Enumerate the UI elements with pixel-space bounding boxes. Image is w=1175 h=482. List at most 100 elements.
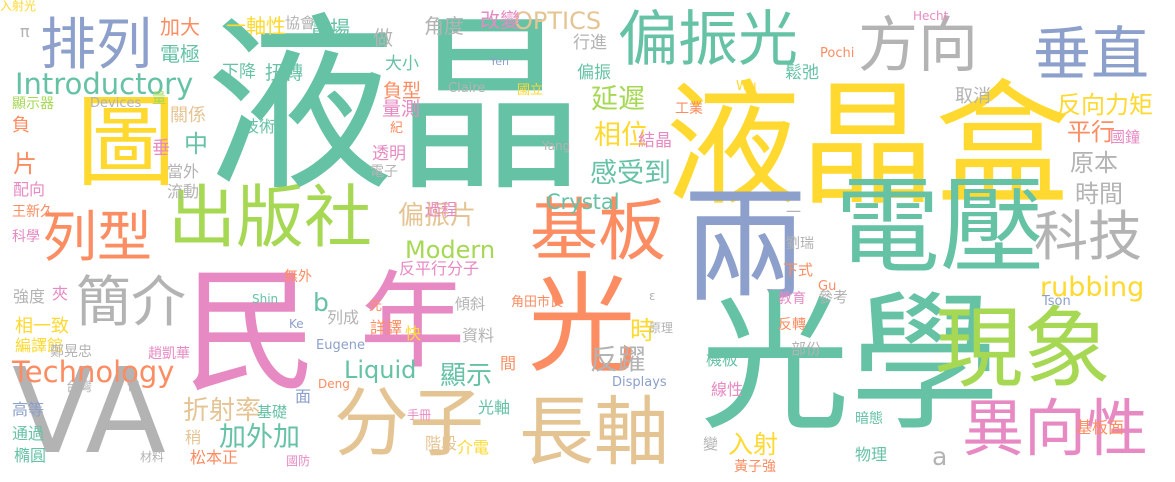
- cloud-word: 紀: [390, 121, 404, 136]
- cloud-word: 簡介: [76, 270, 187, 334]
- cloud-word: 時間: [1075, 180, 1123, 208]
- cloud-word: 工業: [675, 101, 703, 117]
- cloud-word: 民: [183, 254, 318, 411]
- cloud-word: 入射: [728, 430, 779, 459]
- cloud-word: 機板: [706, 350, 739, 369]
- cloud-word: 一: [786, 203, 802, 221]
- cloud-word: 鬆弛: [785, 63, 819, 83]
- cloud-word: Introductory: [15, 67, 194, 101]
- cloud-word: 國立: [517, 83, 544, 98]
- cloud-word: 垂: [152, 138, 170, 159]
- cloud-word: 無外: [284, 269, 312, 285]
- cloud-word: 負: [12, 115, 30, 136]
- cloud-word: Yen: [490, 55, 509, 68]
- cloud-word: 垂直: [1033, 20, 1150, 88]
- cloud-word: 方向: [858, 11, 978, 81]
- cloud-word: 強度: [13, 287, 46, 306]
- cloud-word: 感受到: [590, 158, 671, 189]
- cloud-word: 透明: [372, 144, 406, 164]
- cloud-word: 技術: [243, 117, 276, 136]
- cloud-word: Deng: [318, 377, 350, 391]
- cloud-word: 趙凱華: [148, 346, 190, 362]
- cloud-word: OPTICS: [514, 7, 602, 35]
- cloud-word: 中: [184, 130, 208, 158]
- cloud-word: 出版社: [168, 179, 373, 258]
- cloud-word: 加大: [160, 15, 200, 39]
- cloud-word: 年: [360, 261, 466, 383]
- cloud-word: Technology: [12, 355, 175, 389]
- cloud-word: b: [313, 288, 329, 317]
- cloud-word: 一軸性: [226, 14, 286, 38]
- cloud-word: Pochi: [820, 46, 855, 61]
- cloud-word: 加外加: [219, 422, 300, 453]
- cloud-word: 線性: [711, 380, 744, 399]
- cloud-word: 材料: [140, 450, 165, 464]
- cloud-word: 反轉: [778, 317, 806, 333]
- cloud-word: 顯示: [440, 361, 493, 391]
- cloud-word: 液晶: [205, 0, 586, 217]
- cloud-word: Ke: [289, 317, 304, 331]
- cloud-word: 流動: [167, 182, 200, 201]
- cloud-word: 國鐘: [1110, 128, 1141, 146]
- cloud-word: 下降: [222, 62, 256, 82]
- cloud-word: 教育: [778, 291, 806, 307]
- cloud-word: 科學: [12, 229, 40, 245]
- cloud-word: 介電: [457, 438, 490, 457]
- cloud-word: 王新久: [12, 204, 54, 220]
- cloud-word: 部份: [791, 340, 822, 358]
- cloud-word: Devices: [90, 96, 142, 111]
- cloud-word: 科技: [1034, 205, 1142, 268]
- cloud-word: 面: [295, 387, 312, 406]
- cloud-word: 顯示器: [12, 96, 54, 112]
- cloud-word: rubbing: [1040, 272, 1145, 303]
- cloud-word: 國防: [286, 454, 311, 468]
- cloud-word: 配向: [13, 180, 46, 199]
- cloud-word: 做: [373, 26, 393, 50]
- cloud-word: 高等: [12, 400, 45, 419]
- cloud-word: Claire: [448, 81, 486, 96]
- cloud-word: 光學: [700, 278, 1001, 452]
- cloud-word: ε: [649, 289, 656, 303]
- cloud-word: 相位: [594, 120, 648, 151]
- cloud-word: 偏振片: [398, 201, 477, 231]
- cloud-word: 片: [13, 150, 37, 178]
- cloud-word: 通過: [12, 424, 45, 443]
- cloud-word: 列成: [327, 308, 360, 327]
- cloud-word: 光軸: [478, 398, 511, 417]
- cloud-word: 台灣: [66, 380, 93, 395]
- cloud-word: 鄭晃忠: [50, 344, 92, 360]
- cloud-word: 原理: [649, 321, 674, 335]
- cloud-word: 大小: [385, 54, 419, 74]
- cloud-word: Liquid: [344, 356, 417, 384]
- cloud-word: 反躍: [590, 343, 647, 376]
- cloud-word: 折射率: [183, 396, 262, 426]
- cloud-word: 件: [127, 379, 141, 394]
- cloud-word: Modern: [405, 236, 496, 264]
- cloud-word: 異向性: [962, 392, 1149, 465]
- cloud-word: VA: [12, 342, 166, 480]
- cloud-word: 反向力矩: [1057, 91, 1153, 119]
- cloud-word: 反平行分子: [399, 259, 480, 278]
- cloud-word: 時: [630, 316, 656, 345]
- cloud-word: Hecht: [913, 9, 949, 23]
- cloud-word: 電壓: [835, 166, 1046, 288]
- cloud-word: 電極: [160, 42, 200, 66]
- cloud-word: 偏振: [577, 63, 611, 83]
- cloud-word: Tson: [1042, 294, 1071, 309]
- cloud-word: 過程: [425, 200, 458, 219]
- cloud-word: 電子: [370, 164, 398, 180]
- cloud-word: 基礎: [257, 403, 288, 421]
- cloud-word: 列型: [42, 205, 153, 269]
- cloud-word: 分子: [334, 379, 485, 467]
- cloud-word: 角田市良: [511, 295, 564, 310]
- cloud-word: 排列: [40, 13, 152, 78]
- cloud-word: 物理: [855, 445, 888, 464]
- cloud-word: Wu: [736, 79, 757, 94]
- cloud-word: 變: [703, 435, 719, 453]
- cloud-word: 結晶: [638, 131, 672, 151]
- cloud-word: Yang: [542, 139, 571, 153]
- cloud-word: 圖: [76, 84, 176, 201]
- cloud-word: 入射光: [0, 0, 37, 13]
- cloud-word: 詳譯: [370, 318, 403, 337]
- cloud-word: 快: [405, 324, 422, 343]
